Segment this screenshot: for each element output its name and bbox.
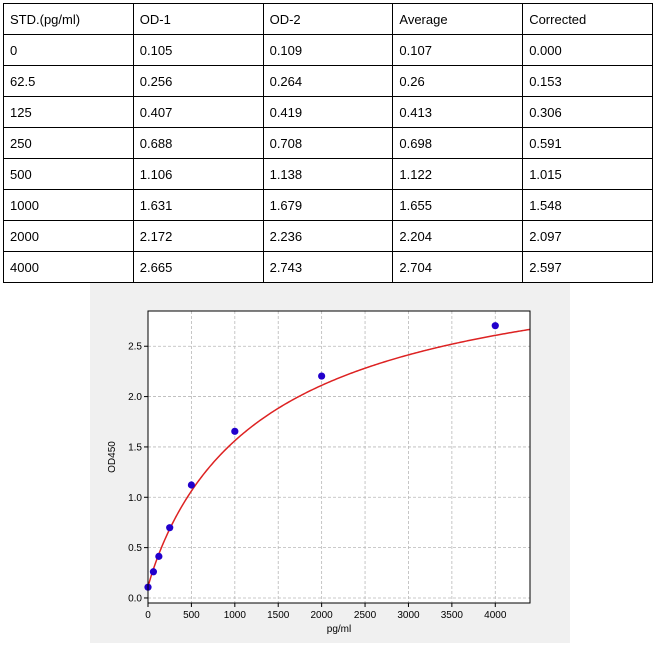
data-point (231, 427, 239, 435)
x-tick-label: 2500 (354, 610, 377, 621)
x-tick-label: 500 (183, 610, 200, 621)
y-tick-label: 1.5 (128, 442, 142, 453)
table-row: 250 0.688 0.708 0.698 0.591 (3, 127, 653, 159)
y-tick-label: 1.0 (128, 493, 142, 504)
table-cell: 2.172 (132, 220, 264, 252)
data-point (155, 552, 163, 560)
table-cell: 0.264 (262, 65, 394, 97)
table-cell: 0.109 (262, 34, 394, 66)
table-cell: 1000 (3, 189, 134, 221)
table-cell: 2.204 (392, 220, 524, 252)
x-axis-label: pg/ml (327, 624, 351, 635)
standard-table: STD.(pg/ml) OD-1 OD-2 Average Corrected 0 0.10… (3, 3, 653, 283)
table-cell: 0.708 (262, 127, 394, 159)
standard-curve-chart: 0 500 1000 1500 2000 2500 3000 3500 4000 0.0 0.5 1.… (90, 283, 570, 643)
chart-svg: 0 500 1000 1500 2000 2500 3000 3500 4000 0.0 0.5 1.… (107, 310, 531, 635)
table-header-cell: Average (392, 3, 524, 35)
table-row: 125 0.407 0.419 0.413 0.306 (3, 96, 653, 128)
table-cell: 1.548 (522, 189, 653, 221)
data-point (166, 524, 174, 532)
table-header-cell: Corrected (522, 3, 653, 35)
table-row: 0 0.105 0.109 0.107 0.000 (3, 34, 653, 66)
table-cell: 0.105 (132, 34, 264, 66)
fit-curve (147, 328, 531, 588)
table-cell: 0.688 (132, 127, 264, 159)
x-tick-label: 1000 (224, 610, 247, 621)
table-cell: 62.5 (3, 65, 134, 97)
table-cell: 0.407 (132, 96, 264, 128)
data-point (187, 481, 196, 489)
table-cell: 0.000 (522, 34, 653, 66)
table-header-cell: OD-2 (262, 3, 394, 35)
x-tick-label: 1500 (267, 610, 290, 621)
table-cell: 2.665 (132, 251, 264, 283)
y-tick-label: 0.0 (128, 593, 142, 604)
table-cell: 1.679 (262, 189, 394, 221)
table-cell: 500 (3, 158, 134, 190)
x-tick-label: 0 (145, 610, 151, 621)
y-tick-label: 2.0 (128, 392, 142, 403)
table-cell: 2.597 (522, 251, 653, 283)
data-point (491, 322, 499, 330)
table-cell: 250 (3, 127, 134, 159)
data-point (318, 372, 326, 380)
x-tick-label: 3500 (441, 610, 464, 621)
table-cell: 1.122 (392, 158, 524, 190)
table-header-cell: OD-1 (132, 3, 264, 35)
table-row: 4000 2.665 2.743 2.704 2.597 (3, 251, 653, 283)
table-cell: 1.631 (132, 189, 264, 221)
table-cell: 2.236 (262, 220, 394, 252)
table-cell: 2000 (3, 220, 134, 252)
table-cell: 0.153 (522, 65, 653, 97)
table-cell: 2.097 (522, 220, 653, 252)
table-cell: 1.655 (392, 189, 524, 221)
plot-frame (147, 310, 531, 604)
table-cell: 0.591 (522, 127, 653, 159)
table-row: 62.5 0.256 0.264 0.26 0.153 (3, 65, 653, 97)
table-cell: 1.015 (522, 158, 653, 190)
data-point (149, 568, 158, 576)
table-cell: 4000 (3, 251, 134, 283)
table-cell: 0.698 (392, 127, 524, 159)
table-cell: 1.138 (262, 158, 394, 190)
x-tick-label: 4000 (484, 610, 507, 621)
table-cell: 0.306 (522, 96, 653, 128)
table-header-cell: STD.(pg/ml) (3, 3, 134, 35)
table-cell: 2.704 (392, 251, 524, 283)
table-cell: 0.256 (132, 65, 264, 97)
table-cell: 0.26 (392, 65, 524, 97)
table-cell: 2.743 (262, 251, 394, 283)
x-tick-label: 2000 (311, 610, 334, 621)
table-cell: 0.413 (392, 96, 524, 128)
x-tick-label: 3000 (397, 610, 420, 621)
table-row: 1000 1.631 1.679 1.655 1.548 (3, 189, 653, 221)
y-tick-label: 2.5 (128, 342, 142, 353)
table-header-row: STD.(pg/ml) OD-1 OD-2 Average Corrected (3, 3, 653, 35)
table-cell: 0.419 (262, 96, 394, 128)
y-tick-label: 0.5 (128, 543, 142, 554)
table-cell: 0 (3, 34, 134, 66)
table-row: 500 1.106 1.138 1.122 1.015 (3, 158, 653, 190)
table-cell: 0.107 (392, 34, 524, 66)
table-cell: 125 (3, 96, 134, 128)
y-axis-label: OD450 (107, 441, 118, 473)
table-cell: 1.106 (132, 158, 264, 190)
plot-area (148, 311, 530, 603)
table-row: 2000 2.172 2.236 2.204 2.097 (3, 220, 653, 252)
